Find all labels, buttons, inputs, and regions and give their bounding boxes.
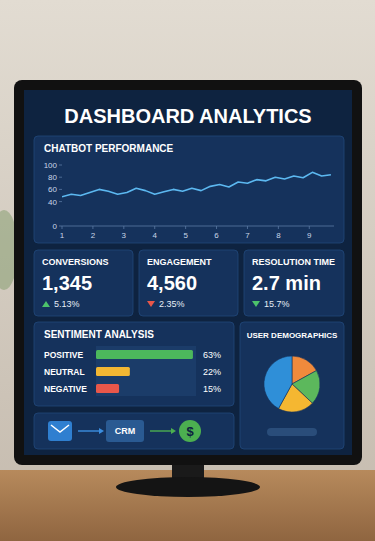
screen bbox=[24, 90, 352, 455]
x-tick-label: 6 bbox=[214, 231, 219, 240]
panel bbox=[34, 413, 234, 449]
x-tick bbox=[185, 226, 186, 229]
y-tick bbox=[59, 165, 62, 166]
wall bbox=[0, 0, 375, 541]
x-tick bbox=[123, 226, 124, 229]
crm-label: CRM bbox=[115, 426, 136, 436]
panel bbox=[34, 250, 133, 316]
panel bbox=[34, 136, 344, 243]
panel bbox=[244, 250, 344, 316]
category-label: NEUTRAL bbox=[44, 367, 85, 377]
sentiment-bar bbox=[96, 350, 193, 359]
envelope-flap bbox=[51, 425, 69, 432]
kpi-value: 1,345 bbox=[42, 272, 92, 294]
y-tick bbox=[59, 226, 62, 227]
x-tick-label: 9 bbox=[307, 231, 312, 240]
flow-arrow bbox=[78, 430, 100, 431]
stand-base bbox=[116, 477, 260, 497]
panel bbox=[34, 322, 234, 406]
y-tick-label: 80 bbox=[48, 173, 57, 182]
kpi-change: 5.13% bbox=[54, 299, 80, 309]
data-label: 22% bbox=[203, 367, 221, 377]
data-label: 15% bbox=[203, 384, 221, 394]
kpi-label: CONVERSIONS bbox=[42, 257, 109, 267]
kpi-value: 4,560 bbox=[147, 272, 197, 294]
kpi-label: RESOLUTION TIME bbox=[252, 257, 335, 267]
placeholder-bar bbox=[267, 428, 317, 436]
x-tick bbox=[92, 226, 93, 229]
x-tick-label: 2 bbox=[91, 231, 96, 240]
x-tick-label: 8 bbox=[276, 231, 281, 240]
x-tick bbox=[247, 226, 248, 229]
x-tick-label: 3 bbox=[122, 231, 127, 240]
y-tick-label: 0 bbox=[53, 222, 58, 231]
kpi-change: 2.35% bbox=[159, 299, 185, 309]
panel bbox=[240, 322, 344, 449]
currency-label: $ bbox=[186, 424, 194, 439]
sentiment-bar bbox=[96, 367, 130, 376]
trend-arrow bbox=[42, 301, 50, 307]
y-tick-label: 60 bbox=[48, 185, 57, 194]
arrow-head bbox=[99, 428, 104, 434]
x-axis bbox=[62, 226, 334, 227]
panel bbox=[139, 250, 238, 316]
chart-title: USER DEMOGRAPHICS bbox=[247, 331, 338, 340]
pie-slice bbox=[264, 356, 292, 409]
kpi-value: 2.7 min bbox=[252, 272, 321, 294]
dashboard-title: DASHBOARD ANALYTICS bbox=[64, 105, 311, 127]
y-tick-label: 100 bbox=[44, 161, 58, 170]
category-label: POSITIVE bbox=[44, 350, 84, 360]
arrow-head bbox=[171, 428, 176, 434]
x-tick bbox=[216, 226, 217, 229]
category-label: NEGATIVE bbox=[44, 384, 87, 394]
crm-box bbox=[106, 420, 144, 442]
sentiment-bar bbox=[96, 384, 119, 393]
kpi-change: 15.7% bbox=[264, 299, 290, 309]
x-tick bbox=[309, 226, 310, 229]
performance-line bbox=[62, 172, 331, 196]
x-tick bbox=[154, 226, 155, 229]
y-tick bbox=[59, 189, 62, 190]
kpi-label: ENGAGEMENT bbox=[147, 257, 212, 267]
y-tick-label: 40 bbox=[48, 198, 57, 207]
flow-arrow bbox=[150, 430, 172, 431]
chart-title: SENTIMENT ANALYSIS bbox=[44, 329, 154, 340]
range-track bbox=[96, 346, 196, 396]
x-tick bbox=[62, 226, 63, 229]
x-tick bbox=[278, 226, 279, 229]
page: DASHBOARD ANALYTICS CHATBOT PERFORMANCE 0 4… bbox=[0, 0, 375, 541]
trend-arrow bbox=[252, 301, 260, 307]
x-tick-label: 4 bbox=[153, 231, 158, 240]
envelope-icon bbox=[48, 421, 72, 441]
desk bbox=[0, 470, 375, 541]
y-tick bbox=[59, 177, 62, 178]
x-tick-label: 5 bbox=[183, 231, 188, 240]
currency-icon bbox=[179, 420, 201, 442]
bar-area bbox=[96, 350, 193, 393]
chart-title: CHATBOT PERFORMANCE bbox=[44, 143, 174, 154]
data-label: 63% bbox=[203, 350, 221, 360]
x-tick-label: 1 bbox=[60, 231, 65, 240]
plot-area bbox=[62, 172, 331, 196]
y-tick bbox=[59, 201, 62, 202]
x-tick-label: 7 bbox=[245, 231, 250, 240]
trend-arrow bbox=[147, 301, 155, 307]
monitor-bezel bbox=[14, 80, 362, 465]
